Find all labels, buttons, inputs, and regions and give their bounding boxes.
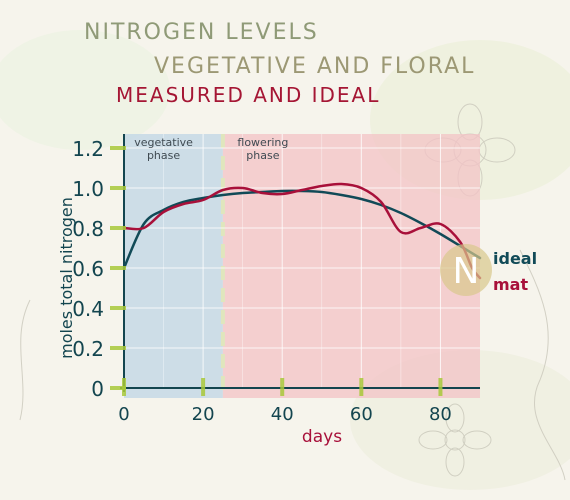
x-tick-label: 80 (429, 404, 452, 425)
phase-label-word: flowering (237, 136, 288, 149)
y-tick-label: 0 (91, 377, 104, 401)
legend-ideal: ideal (493, 249, 537, 268)
legend-badge-bg (440, 244, 492, 296)
phase-label-word: phase (246, 149, 279, 162)
phase-label-word: phase (147, 149, 180, 162)
chart-subtitle: VEGETATIVE AND FLORAL (154, 54, 476, 79)
x-tick-label: 20 (192, 404, 215, 425)
phase-band-0 (124, 134, 223, 398)
y-tick-label: 1.2 (72, 137, 104, 161)
y-tick-label: 0.6 (72, 257, 104, 281)
phase-band-1 (222, 134, 480, 398)
grid-lines (123, 134, 480, 389)
x-tick-label: 0 (118, 404, 129, 425)
axis-labels: days moles total nitrogen (57, 197, 342, 447)
chart-title: NITROGEN LEVELS (84, 20, 319, 45)
y-tick-label: 0.8 (72, 217, 104, 241)
tick-labels: 0 0.2 0.4 0.6 0.8 1.0 1.2 0 20 40 60 80 (72, 137, 452, 425)
phase-label-1: flowering phase (237, 136, 288, 162)
x-tick-label: 40 (271, 404, 294, 425)
series-lines (122, 182, 482, 280)
chart-subtitle-measured: MEASURED AND IDEAL (116, 83, 381, 107)
phase-label-word: vegetative (134, 136, 193, 149)
y-tick-label: 0.4 (72, 297, 104, 321)
series-line-mat (122, 182, 482, 280)
phase-bands (124, 134, 480, 398)
y-tick-label: 0.2 (72, 337, 104, 361)
legend-badge-n: N (453, 251, 480, 292)
x-axis-label: days (302, 427, 342, 447)
legend-mat: mat (493, 275, 528, 294)
phase-label-0: vegetative phase (134, 136, 193, 162)
y-tick-label: 1.0 (72, 177, 104, 201)
y-axis-label: moles total nitrogen (57, 197, 76, 359)
x-tick-label: 60 (350, 404, 373, 425)
